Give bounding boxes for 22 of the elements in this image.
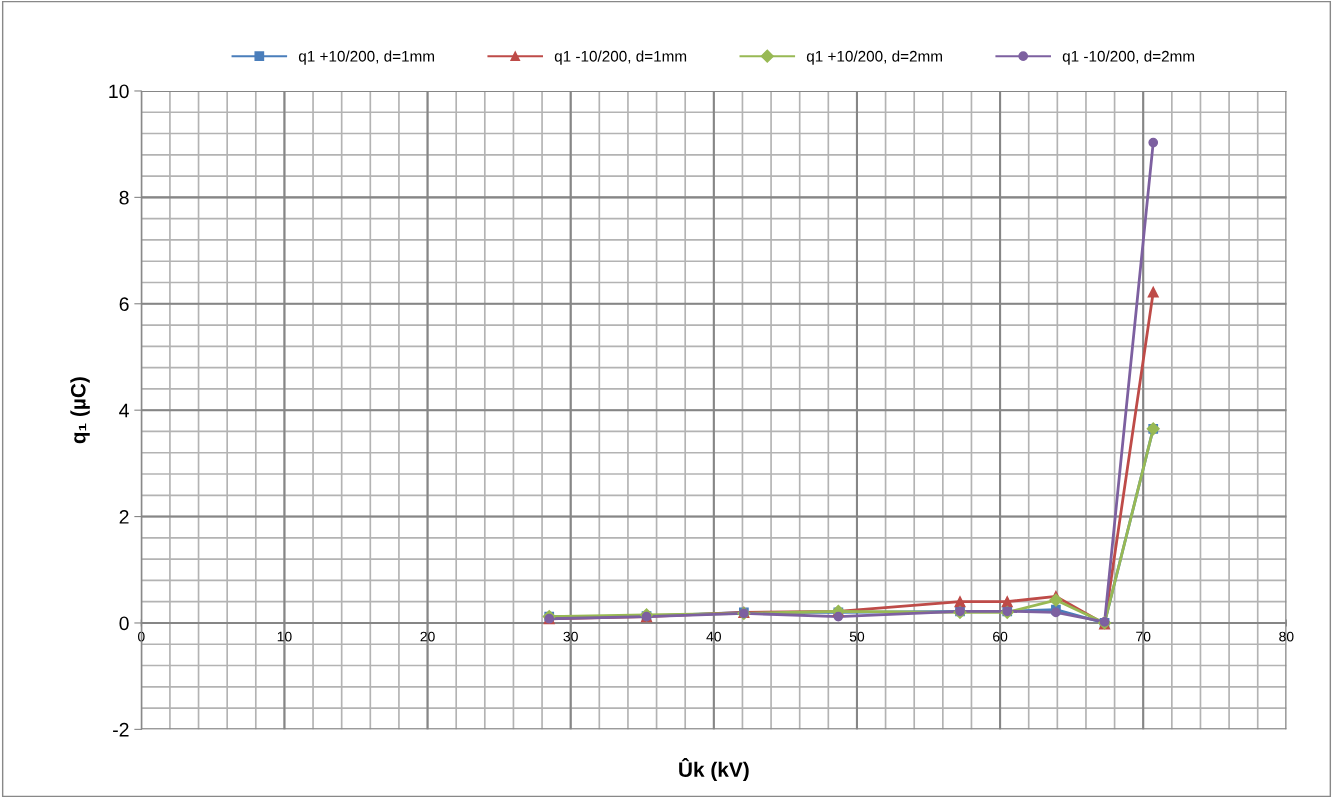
x-tick-label: 50	[849, 631, 865, 642]
x-tick-label: 10	[277, 631, 292, 642]
x-tick-label: 30	[563, 631, 578, 642]
y-tick-label: 4	[119, 403, 129, 418]
x-tick-label: 40	[706, 631, 721, 642]
x-tick-label: 20	[420, 631, 435, 642]
x-tick-label: 0	[137, 631, 145, 642]
y-tick-label: 2	[119, 510, 129, 524]
y-tick-label: -2	[113, 722, 129, 737]
legend-label: q1 +10/200, d=2mm	[806, 50, 942, 65]
legend-label: q1 -10/200, d=1mm	[554, 50, 687, 65]
x-tick-label: 80	[1279, 631, 1294, 642]
x-tick-label: 70	[1136, 631, 1151, 642]
x-axis-title: Ûk (kV)	[679, 758, 749, 782]
x-tick-label: 60	[993, 631, 1008, 642]
legend-label: q1 -10/200, d=2mm	[1062, 50, 1195, 65]
y-tick-label: 6	[119, 297, 129, 312]
y-tick-label: 10	[109, 84, 129, 99]
y-axis-title: q₁ (µC)	[70, 377, 90, 444]
y-tick-label: 8	[119, 190, 129, 205]
legend-label: q1 +10/200, d=1mm	[298, 50, 435, 65]
y-tick-label: 0	[119, 616, 129, 631]
